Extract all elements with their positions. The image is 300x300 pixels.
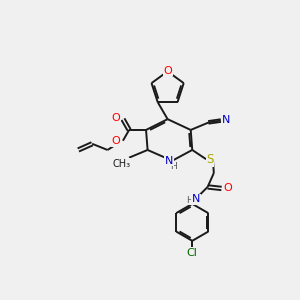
Text: CH₃: CH₃ [112,159,130,169]
Text: N: N [165,156,173,166]
Text: S: S [206,154,214,166]
Text: N: N [222,115,230,125]
Text: H: H [170,162,177,171]
Text: O: O [112,136,120,146]
Text: O: O [223,183,232,193]
Text: N: N [192,194,200,204]
Text: O: O [163,66,172,76]
Text: Cl: Cl [187,248,198,258]
Text: H: H [187,196,193,205]
Text: O: O [112,113,120,123]
